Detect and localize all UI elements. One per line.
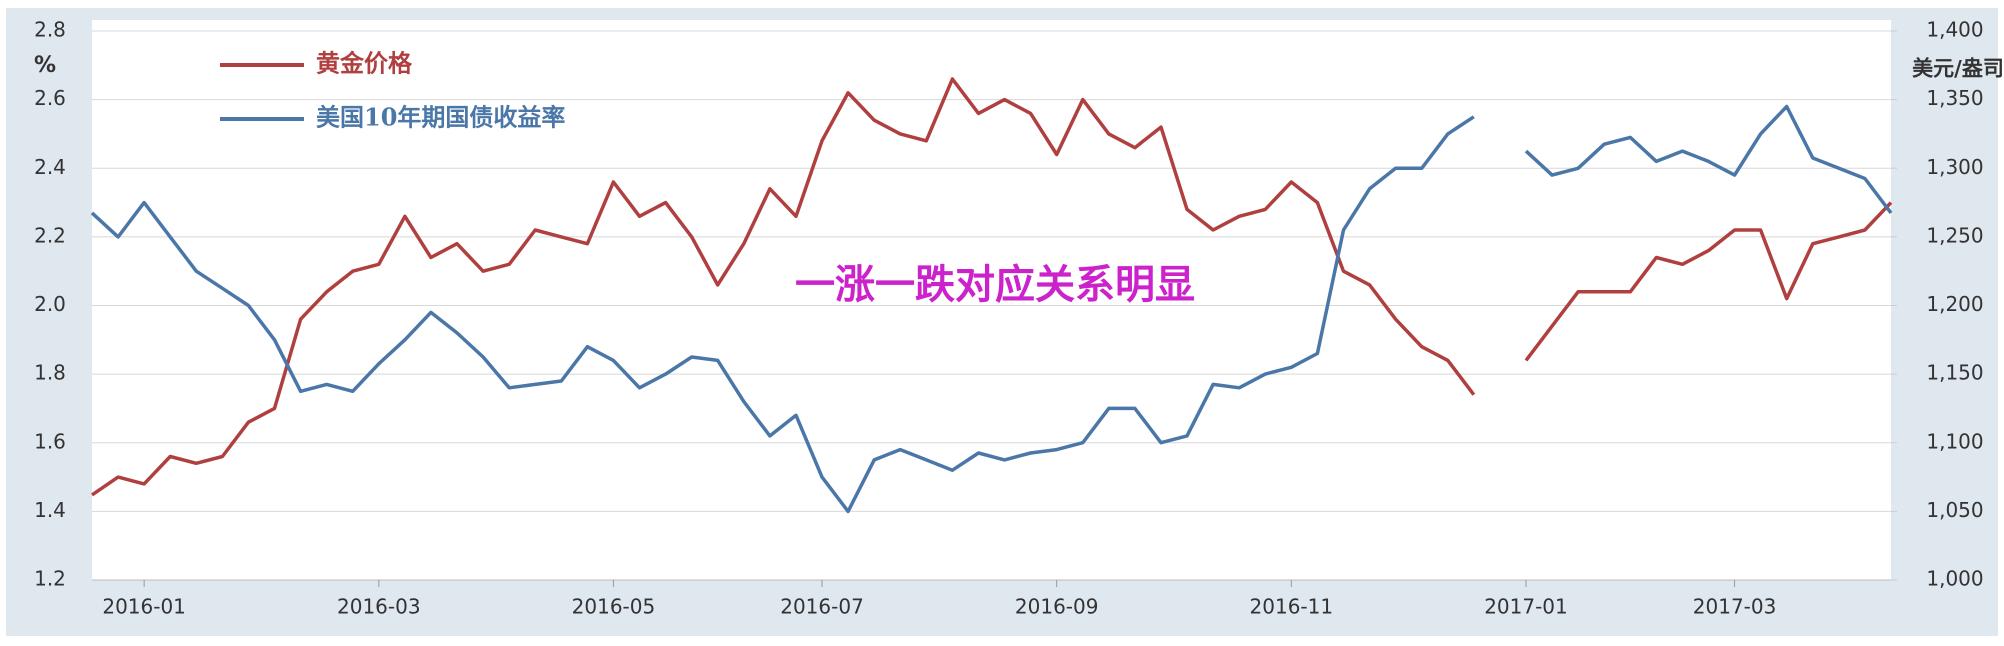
y-tick-label: 2.4	[34, 155, 66, 179]
y2-tick-label: 1,000	[1926, 567, 1983, 591]
y2-tick-label: 1,150	[1926, 361, 1983, 385]
y2-tick-label: 1,100	[1926, 429, 1983, 453]
y-axis-title: %	[34, 53, 56, 78]
legend-label: 美国10年期国债收益率	[316, 103, 565, 132]
y2-tick-label: 1,300	[1926, 155, 1983, 179]
x-tick-label: 2016-03	[337, 595, 421, 619]
x-tick-label: 2016-07	[780, 595, 864, 619]
y-tick-label: 1.8	[34, 361, 66, 385]
y2-axis-title: 美元/盎司	[1912, 56, 2004, 81]
y-tick-label: 1.4	[34, 498, 66, 522]
x-tick-label: 2016-01	[102, 595, 186, 619]
y-tick-label: 2.2	[34, 223, 66, 247]
x-tick-label: 2016-11	[1250, 595, 1334, 619]
annotation: 一涨一跌对应关系明显	[795, 261, 1195, 308]
y-tick-label: 2.8	[34, 18, 66, 42]
y2-tick-label: 1,400	[1926, 18, 1983, 42]
y2-tick-label: 1,200	[1926, 292, 1983, 316]
x-tick-label: 2017-01	[1484, 595, 1568, 619]
y2-tick-label: 1,050	[1926, 498, 1983, 522]
plot-area	[92, 20, 1891, 580]
x-tick-label: 2017-03	[1693, 595, 1777, 619]
y-tick-label: 1.2	[34, 567, 66, 591]
legend-label: 黄金价格	[316, 49, 413, 78]
y2-tick-label: 1,250	[1926, 223, 1983, 247]
x-tick-label: 2016-05	[572, 595, 656, 619]
series-line	[91, 77, 1893, 497]
x-tick-label: 2016-09	[1015, 595, 1099, 619]
y-tick-label: 2.6	[34, 86, 66, 110]
y-tick-label: 2.0	[34, 292, 66, 316]
series-line	[90, 104, 1893, 514]
y-tick-label: 1.6	[34, 429, 66, 453]
y2-tick-label: 1,350	[1926, 86, 1983, 110]
